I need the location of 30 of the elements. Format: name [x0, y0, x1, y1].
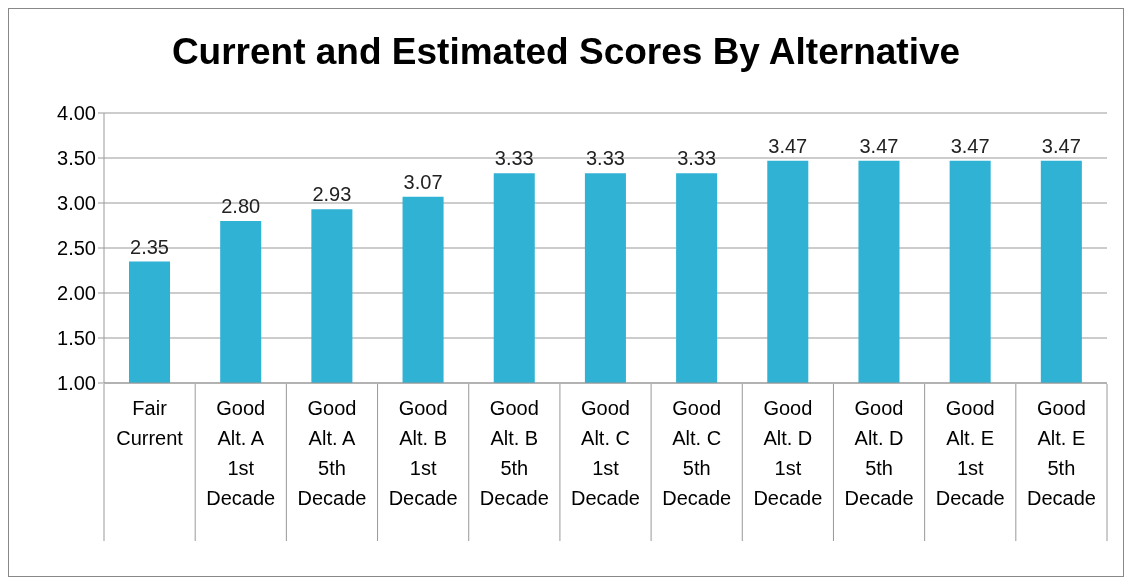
x-tick-label: Good Alt. C 1st Decade: [571, 397, 640, 509]
y-tick-label: 3.00: [57, 192, 96, 215]
data-label: 3.47: [859, 134, 899, 157]
x-tick-label: Good Alt. B 1st Decade: [388, 397, 458, 509]
x-tick-label: Good Alt. D 1st Decade: [753, 397, 823, 509]
x-tick-label: Good Alt. D 5th Decade: [844, 397, 914, 509]
x-tick-label: Good Alt. C 5th Decade: [662, 397, 732, 509]
x-tick-label: Good Alt. E 5th Decade: [1026, 397, 1096, 509]
data-label: 2.35: [130, 235, 169, 258]
y-tick-label: 3.50: [57, 147, 96, 170]
data-label: 3.07: [403, 170, 443, 193]
y-tick-label: 1.00: [57, 372, 96, 395]
data-label: 3.47: [1041, 134, 1081, 157]
data-label: 3.33: [677, 147, 717, 170]
x-tick-label: Good Alt. A 1st Decade: [206, 397, 276, 509]
chart-title: Current and Estimated Scores By Alternative: [170, 30, 962, 74]
data-label: 2.80: [221, 195, 261, 217]
x-tick-label: Good Alt. A 5th Decade: [297, 397, 367, 509]
data-label: 3.33: [585, 147, 625, 170]
y-tick-label: 2.50: [57, 237, 96, 260]
y-tick-label: 1.50: [57, 327, 96, 350]
data-label: 2.93: [312, 183, 352, 206]
y-tick-label: 2.00: [57, 282, 96, 305]
data-label: 3.47: [768, 134, 808, 157]
data-label: 3.33: [494, 147, 534, 170]
x-tick-label: Fair Current: [116, 397, 184, 449]
y-tick-label: 4.00: [57, 102, 96, 125]
data-label: 3.47: [950, 134, 990, 157]
x-tick-label: Good Alt. B 5th Decade: [479, 397, 549, 509]
x-tick-label: Good Alt. E 1st Decade: [935, 397, 1005, 509]
